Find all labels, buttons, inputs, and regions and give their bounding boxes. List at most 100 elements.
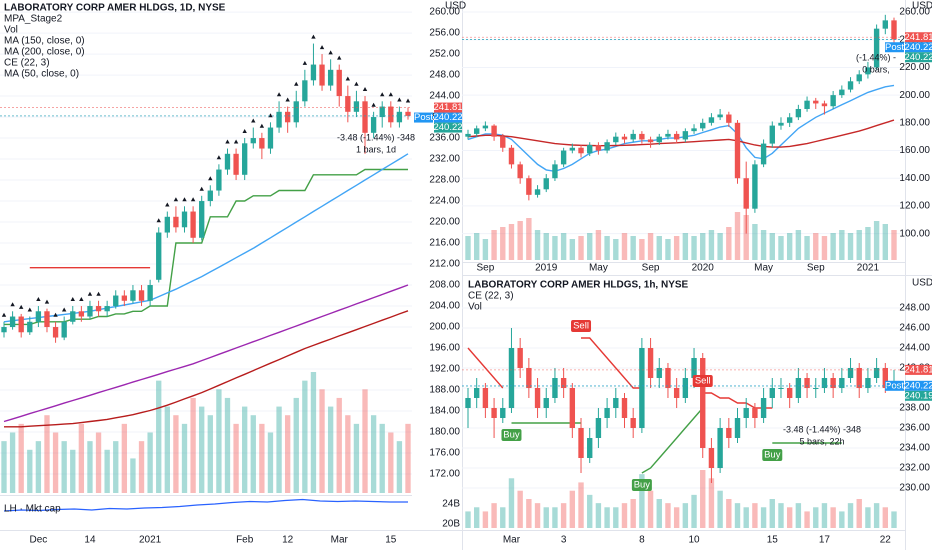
measure-label: (-1.44%) - (856, 52, 896, 62)
candle-body (786, 388, 793, 398)
price-tag-label: 240.22 (904, 42, 932, 53)
x-tick-label: Sep (642, 263, 660, 274)
candle-body (621, 136, 628, 140)
candle-body (578, 147, 584, 154)
candle-body (569, 147, 576, 151)
volume-bar (500, 227, 506, 260)
stage-arrow (242, 129, 247, 134)
candle-body (526, 368, 532, 388)
candle-body (847, 81, 854, 90)
volume-bar (379, 423, 385, 493)
legend-item: CE (22, 3) (468, 291, 514, 302)
volume-bar (199, 406, 205, 493)
candle-body (379, 106, 385, 118)
volume-bar (267, 432, 274, 493)
measure-label: -3.48 (-1.44%) -348 (783, 424, 861, 434)
y-tick-label: 232.00 (429, 154, 460, 165)
pane-title: LH · Mkt cap (4, 504, 61, 515)
volume-bar (61, 441, 67, 493)
volume-bar (734, 212, 741, 260)
post-badge-label: Post (414, 112, 433, 123)
volume-bar (362, 389, 368, 493)
volume-bar (778, 236, 784, 260)
volume-bar (526, 218, 532, 260)
candle-body (61, 321, 67, 338)
candle-body (500, 136, 506, 148)
y-tick-label: 140.00 (899, 173, 930, 184)
x-tick-label: Mar (331, 535, 349, 546)
x-tick-label: Sep (807, 263, 825, 274)
stage-arrow (268, 113, 273, 118)
stage-arrow (285, 97, 290, 102)
x-tick-label: May (754, 263, 773, 274)
candle-body (743, 178, 749, 209)
x-tick-label: 3 (561, 535, 567, 546)
candle-body (190, 211, 196, 238)
volume-bar (121, 423, 128, 493)
candle-body (830, 378, 836, 388)
stage-arrow (276, 92, 282, 97)
stage-arrow (302, 60, 308, 65)
candle-body (656, 368, 662, 378)
y-tick-label: 224.00 (429, 196, 460, 207)
post-badge (414, 112, 433, 123)
volume-bar (130, 458, 136, 493)
volume-bar (639, 239, 645, 260)
volume-bar (1, 441, 7, 493)
candle-body (700, 122, 706, 129)
y-tick-label: 248.00 (429, 70, 460, 81)
volume-bar (587, 233, 593, 260)
volume-bar (647, 490, 654, 528)
volume-bar (873, 221, 880, 260)
volume-bar (604, 236, 610, 260)
measure-label: 1 bars, 1d (356, 144, 396, 154)
volume-bar (682, 503, 689, 528)
volume-bar (190, 397, 196, 493)
candle-body (795, 378, 802, 398)
volume-bar (743, 507, 749, 528)
volume-bar (345, 415, 351, 493)
candle-body (500, 408, 506, 418)
signal-label: Sell (695, 376, 711, 387)
candle-body (534, 189, 541, 195)
volume-bar (95, 432, 102, 493)
candle-body (70, 311, 76, 322)
stage-arrow (294, 81, 299, 86)
price-tag (434, 112, 462, 123)
candle-body (665, 368, 671, 388)
stage-arrow (44, 299, 50, 304)
candle-body (1, 327, 7, 333)
candle-body (891, 20, 897, 40)
post-badge-label: Post (885, 42, 904, 53)
candle-body (267, 127, 274, 149)
volume-bar (786, 507, 793, 528)
y-tick-label: 208.00 (429, 280, 460, 291)
volume-bar (78, 423, 85, 493)
candle-body (865, 67, 871, 75)
candle-body (665, 133, 671, 137)
candle-body (87, 306, 93, 317)
candle-body (44, 311, 50, 328)
price-tag-label: 241.81 (904, 364, 932, 375)
candle-body (491, 125, 497, 137)
candle-body (882, 368, 889, 388)
volume-bar (760, 230, 767, 260)
candle-body (233, 153, 239, 175)
x-tick-label: Dec (29, 535, 47, 546)
candle-body (813, 100, 819, 104)
price-tag (905, 364, 932, 375)
stage-arrow (345, 76, 351, 81)
volume-bar (673, 507, 680, 528)
y-tick-label: 184.00 (429, 406, 460, 417)
x-tick-label: 2019 (535, 263, 558, 274)
volume-bar (113, 441, 119, 493)
volume-bar (396, 441, 403, 493)
candle-body (804, 100, 810, 109)
volume-bar (578, 482, 584, 528)
volume-bar (682, 233, 689, 260)
candle-body (113, 295, 119, 307)
candle-body (613, 398, 619, 408)
volume-bar (138, 441, 145, 493)
price-tag (905, 42, 932, 53)
candle-body (52, 327, 59, 338)
